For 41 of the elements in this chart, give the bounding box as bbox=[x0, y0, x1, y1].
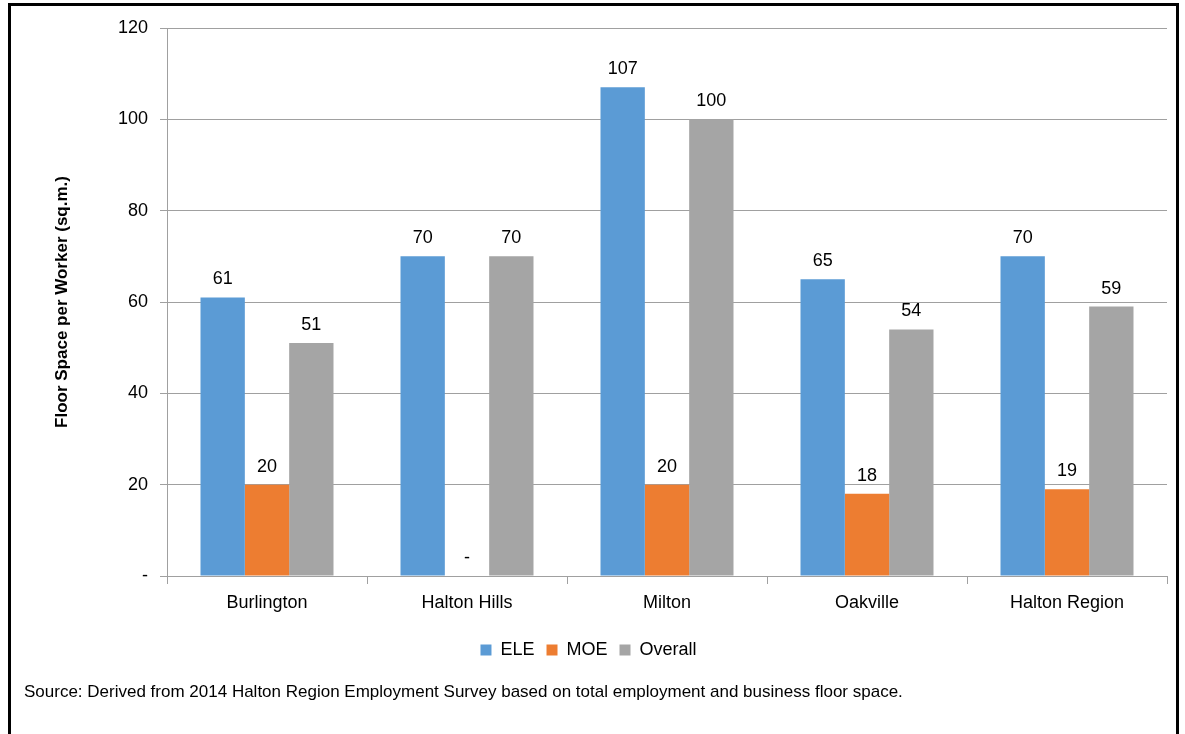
bar bbox=[1000, 256, 1045, 576]
bar bbox=[644, 484, 690, 576]
x-tick-label: Halton Hills bbox=[421, 591, 513, 612]
bar bbox=[600, 87, 645, 576]
x-tick-label: Burlington bbox=[226, 591, 308, 612]
data-label: 59 bbox=[1101, 277, 1122, 298]
y-tick-label: - bbox=[142, 564, 148, 585]
data-label: 61 bbox=[212, 268, 233, 289]
bar bbox=[200, 297, 245, 576]
data-label: 107 bbox=[607, 58, 638, 79]
y-tick-label: 60 bbox=[127, 290, 148, 311]
y-tick-label: 120 bbox=[117, 16, 148, 37]
data-label: 20 bbox=[656, 455, 678, 476]
y-axis-title: Floor Space per Worker (sq.m.) bbox=[51, 176, 71, 428]
bar bbox=[1044, 489, 1090, 576]
data-label: 70 bbox=[501, 227, 522, 248]
data-label: - bbox=[464, 546, 470, 567]
data-label: 20 bbox=[256, 455, 278, 476]
legend-label: ELE bbox=[500, 638, 535, 659]
bar bbox=[400, 256, 445, 576]
y-tick-label: 80 bbox=[127, 199, 148, 220]
y-tick-label: 20 bbox=[127, 473, 148, 494]
legend-label: MOE bbox=[566, 638, 608, 659]
y-tick-label: 100 bbox=[117, 108, 148, 129]
data-label: 65 bbox=[812, 250, 833, 271]
data-label: 18 bbox=[856, 464, 878, 485]
data-label: 70 bbox=[1012, 227, 1033, 248]
data-label: 54 bbox=[901, 300, 922, 321]
bar bbox=[800, 279, 845, 576]
y-tick-label: 40 bbox=[127, 382, 148, 403]
bar bbox=[244, 484, 290, 576]
x-tick-label: Milton bbox=[642, 591, 692, 612]
x-tick-label: Oakville bbox=[834, 591, 900, 612]
bar bbox=[844, 493, 890, 576]
legend-label: Overall bbox=[639, 638, 697, 659]
source-note: Source: Derived from 2014 Halton Region Employment Survey based on total employment and business floor space. bbox=[24, 681, 904, 703]
data-label: 70 bbox=[412, 227, 433, 248]
data-label: 100 bbox=[696, 90, 727, 111]
x-tick-label: Halton Region bbox=[1009, 591, 1125, 612]
data-label: 51 bbox=[301, 314, 322, 335]
data-label: 19 bbox=[1056, 460, 1078, 481]
